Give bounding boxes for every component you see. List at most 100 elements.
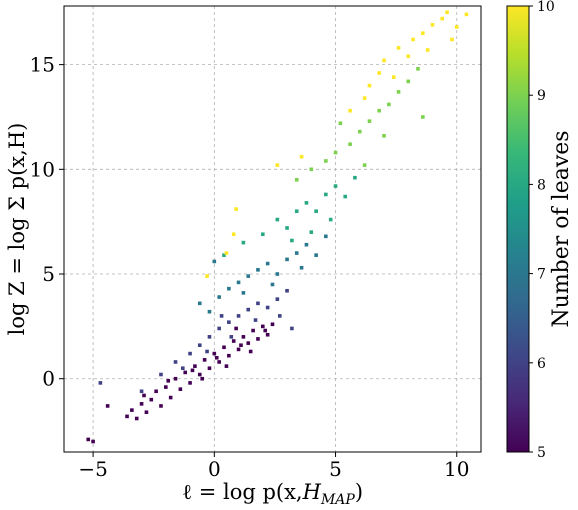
data-point [231, 232, 236, 237]
data-point [275, 163, 280, 167]
data-point [222, 345, 226, 350]
data-point [309, 167, 314, 172]
x-tick-label: −5 [78, 457, 107, 481]
data-point [382, 134, 386, 138]
data-point [139, 402, 144, 406]
data-point [227, 353, 231, 358]
colorbar-tick-label: 9 [537, 88, 546, 104]
data-point [294, 177, 299, 182]
data-points [86, 10, 469, 444]
data-point [343, 194, 348, 199]
data-point [207, 335, 212, 339]
data-point [205, 274, 209, 278]
data-point [348, 142, 352, 146]
data-point [164, 385, 168, 389]
data-point [377, 71, 381, 75]
data-point [188, 381, 192, 385]
data-point [450, 37, 454, 42]
data-point [234, 326, 238, 331]
data-point [391, 75, 396, 79]
data-point [234, 207, 238, 211]
data-point [212, 351, 217, 356]
data-point [207, 309, 212, 314]
x-tick-label: 0 [208, 457, 221, 481]
data-point [445, 10, 449, 15]
data-point [382, 58, 386, 63]
data-point [425, 48, 430, 52]
data-point [256, 268, 260, 272]
data-point [190, 368, 195, 373]
data-point [265, 332, 270, 337]
data-point [353, 175, 357, 180]
data-point [217, 326, 221, 331]
data-point [362, 163, 367, 167]
grid-lines [64, 6, 481, 452]
data-point [275, 272, 280, 276]
colorbar-ticks: 5 6 7 8 9 10 [529, 0, 555, 461]
y-axis-ticks: 0 5 10 15 [30, 53, 64, 391]
data-point [263, 328, 268, 333]
data-point [387, 102, 391, 107]
data-point [246, 274, 251, 278]
data-point [98, 381, 103, 385]
data-point [377, 108, 381, 113]
data-point [277, 314, 282, 318]
colorbar-tick-label: 8 [537, 177, 546, 193]
data-point [304, 242, 309, 247]
data-point [166, 379, 171, 383]
y-tick-label: 5 [42, 262, 55, 286]
colorbar: 5 6 7 8 9 10 [506, 0, 555, 461]
data-point [178, 387, 183, 391]
data-point [416, 67, 420, 71]
data-point [227, 320, 231, 324]
data-point [396, 90, 401, 94]
data-point [285, 257, 289, 262]
data-point [338, 121, 343, 126]
x-axis-label: ℓ = log p(x,HMAP) [182, 480, 363, 508]
data-point [212, 259, 217, 264]
data-point [241, 240, 246, 245]
data-point [253, 318, 258, 322]
data-point [241, 335, 246, 339]
data-point [168, 395, 173, 400]
x-tick-label: 10 [444, 457, 469, 481]
data-point [309, 230, 314, 234]
data-point [314, 253, 318, 257]
plot-frame [63, 5, 482, 453]
data-point [285, 288, 289, 293]
colorbar-tick-label: 7 [537, 267, 546, 283]
data-point [275, 297, 280, 301]
data-point [324, 234, 328, 239]
data-point [159, 404, 163, 408]
data-point [239, 343, 243, 348]
data-point [224, 364, 229, 368]
data-point [411, 37, 415, 42]
data-point [454, 25, 459, 29]
data-point [348, 108, 352, 113]
data-point [236, 347, 241, 352]
data-point [421, 31, 425, 36]
data-point [248, 349, 253, 354]
data-point [256, 301, 260, 306]
data-point [261, 324, 265, 329]
data-point [217, 360, 221, 364]
data-point [105, 404, 110, 408]
data-point [197, 301, 202, 306]
data-point [464, 12, 469, 17]
data-point [149, 397, 154, 402]
data-point [324, 192, 328, 197]
data-point [205, 349, 209, 354]
data-point [270, 282, 275, 287]
y-tick-label: 10 [30, 157, 55, 181]
data-point [142, 393, 146, 398]
data-point [236, 280, 241, 285]
data-point [285, 226, 289, 230]
data-point [294, 251, 299, 255]
data-point [246, 307, 251, 312]
data-point [214, 355, 219, 360]
colorbar-gradient [506, 5, 530, 453]
data-point [217, 295, 221, 299]
data-point [299, 265, 304, 270]
data-point [406, 79, 411, 84]
